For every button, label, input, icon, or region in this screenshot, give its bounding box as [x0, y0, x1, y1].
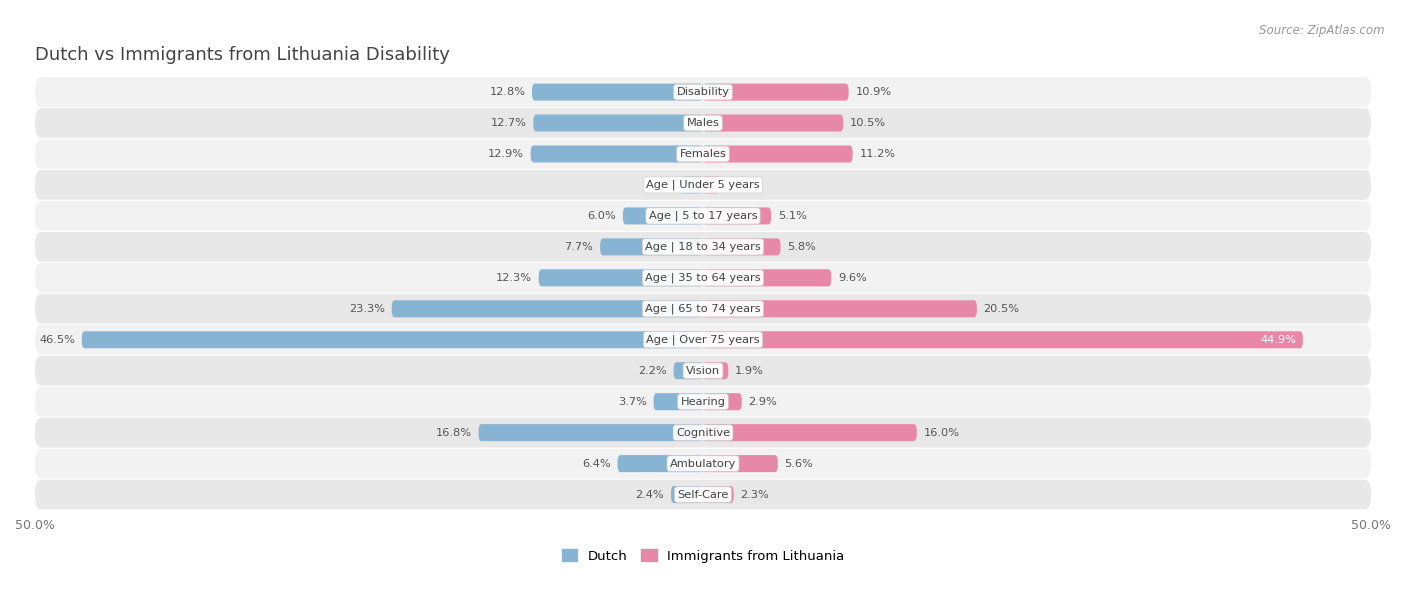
FancyBboxPatch shape [35, 232, 1371, 262]
FancyBboxPatch shape [35, 139, 1371, 169]
FancyBboxPatch shape [538, 269, 703, 286]
Text: 5.6%: 5.6% [785, 458, 813, 469]
FancyBboxPatch shape [35, 325, 1371, 354]
Text: 16.0%: 16.0% [924, 428, 959, 438]
Text: 10.9%: 10.9% [855, 87, 891, 97]
Text: Males: Males [686, 118, 720, 128]
FancyBboxPatch shape [35, 480, 1371, 509]
Text: 9.6%: 9.6% [838, 273, 866, 283]
Text: Age | Under 5 years: Age | Under 5 years [647, 180, 759, 190]
FancyBboxPatch shape [623, 207, 703, 225]
Legend: Dutch, Immigrants from Lithuania: Dutch, Immigrants from Lithuania [557, 544, 849, 568]
Text: Self-Care: Self-Care [678, 490, 728, 499]
FancyBboxPatch shape [671, 486, 703, 503]
Text: 2.9%: 2.9% [748, 397, 778, 407]
FancyBboxPatch shape [703, 114, 844, 132]
Text: 12.9%: 12.9% [488, 149, 524, 159]
FancyBboxPatch shape [478, 424, 703, 441]
FancyBboxPatch shape [703, 300, 977, 317]
Text: 10.5%: 10.5% [851, 118, 886, 128]
Text: Source: ZipAtlas.com: Source: ZipAtlas.com [1260, 24, 1385, 37]
FancyBboxPatch shape [82, 331, 703, 348]
Text: 20.5%: 20.5% [984, 304, 1019, 314]
FancyBboxPatch shape [35, 418, 1371, 447]
Text: Dutch vs Immigrants from Lithuania Disability: Dutch vs Immigrants from Lithuania Disab… [35, 46, 450, 64]
FancyBboxPatch shape [35, 201, 1371, 231]
Text: 2.2%: 2.2% [638, 366, 666, 376]
FancyBboxPatch shape [703, 84, 849, 100]
FancyBboxPatch shape [35, 294, 1371, 324]
FancyBboxPatch shape [703, 362, 728, 379]
Text: Disability: Disability [676, 87, 730, 97]
FancyBboxPatch shape [35, 170, 1371, 200]
FancyBboxPatch shape [392, 300, 703, 317]
Text: 16.8%: 16.8% [436, 428, 472, 438]
Text: 2.4%: 2.4% [636, 490, 664, 499]
FancyBboxPatch shape [703, 269, 831, 286]
FancyBboxPatch shape [35, 263, 1371, 293]
Text: 1.9%: 1.9% [735, 366, 763, 376]
FancyBboxPatch shape [703, 424, 917, 441]
Text: 3.7%: 3.7% [619, 397, 647, 407]
FancyBboxPatch shape [35, 449, 1371, 479]
Text: Age | 65 to 74 years: Age | 65 to 74 years [645, 304, 761, 314]
Text: 7.7%: 7.7% [565, 242, 593, 252]
FancyBboxPatch shape [703, 176, 720, 193]
Text: Females: Females [679, 149, 727, 159]
Text: 6.0%: 6.0% [588, 211, 616, 221]
FancyBboxPatch shape [35, 108, 1371, 138]
FancyBboxPatch shape [673, 362, 703, 379]
FancyBboxPatch shape [703, 486, 734, 503]
Text: 44.9%: 44.9% [1260, 335, 1296, 345]
Text: 1.7%: 1.7% [645, 180, 673, 190]
Text: 1.3%: 1.3% [727, 180, 756, 190]
Text: Age | 35 to 64 years: Age | 35 to 64 years [645, 272, 761, 283]
Text: 12.7%: 12.7% [491, 118, 527, 128]
Text: 6.4%: 6.4% [582, 458, 610, 469]
Text: 5.8%: 5.8% [787, 242, 815, 252]
FancyBboxPatch shape [703, 393, 742, 410]
Text: Age | Over 75 years: Age | Over 75 years [647, 335, 759, 345]
FancyBboxPatch shape [654, 393, 703, 410]
Text: 12.3%: 12.3% [496, 273, 531, 283]
Text: 23.3%: 23.3% [349, 304, 385, 314]
FancyBboxPatch shape [617, 455, 703, 472]
FancyBboxPatch shape [703, 207, 770, 225]
Text: 11.2%: 11.2% [859, 149, 896, 159]
Text: 5.1%: 5.1% [778, 211, 807, 221]
FancyBboxPatch shape [703, 331, 1303, 348]
Text: 46.5%: 46.5% [39, 335, 75, 345]
FancyBboxPatch shape [530, 146, 703, 163]
FancyBboxPatch shape [703, 146, 852, 163]
Text: Vision: Vision [686, 366, 720, 376]
FancyBboxPatch shape [35, 387, 1371, 417]
FancyBboxPatch shape [533, 114, 703, 132]
FancyBboxPatch shape [531, 84, 703, 100]
FancyBboxPatch shape [600, 238, 703, 255]
FancyBboxPatch shape [35, 356, 1371, 386]
Text: Age | 18 to 34 years: Age | 18 to 34 years [645, 242, 761, 252]
FancyBboxPatch shape [681, 176, 703, 193]
Text: Ambulatory: Ambulatory [669, 458, 737, 469]
FancyBboxPatch shape [703, 238, 780, 255]
Text: Hearing: Hearing [681, 397, 725, 407]
Text: 12.8%: 12.8% [489, 87, 526, 97]
FancyBboxPatch shape [35, 77, 1371, 107]
Text: Cognitive: Cognitive [676, 428, 730, 438]
Text: 2.3%: 2.3% [741, 490, 769, 499]
Text: Age | 5 to 17 years: Age | 5 to 17 years [648, 211, 758, 221]
FancyBboxPatch shape [703, 455, 778, 472]
